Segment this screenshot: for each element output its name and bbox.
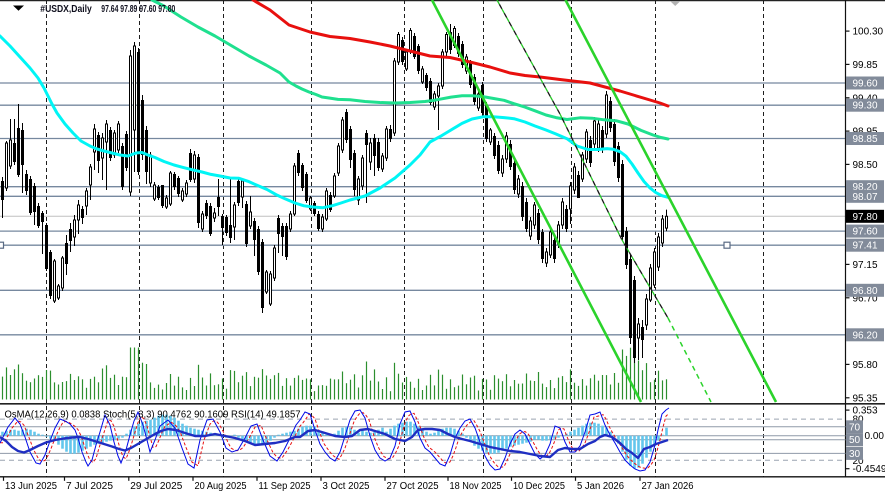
svg-text:97.60: 97.60 [853, 227, 878, 238]
svg-text:97.80: 97.80 [853, 212, 878, 223]
svg-text:20: 20 [853, 456, 865, 467]
svg-text:99.85: 99.85 [853, 60, 878, 71]
svg-text:96.70: 96.70 [853, 293, 878, 304]
svg-text:7 Jul 2025: 7 Jul 2025 [66, 481, 113, 492]
svg-text:95.80: 95.80 [853, 360, 878, 371]
svg-text:27 Oct 2025: 27 Oct 2025 [387, 481, 439, 492]
svg-text:99.30: 99.30 [853, 101, 878, 112]
svg-text:#USDX,Daily: #USDX,Daily [40, 4, 92, 15]
svg-text:0.353: 0.353 [853, 406, 878, 417]
svg-text:13 Jun 2025: 13 Jun 2025 [5, 481, 57, 492]
svg-text:96.80: 96.80 [853, 286, 878, 297]
svg-text:98.50: 98.50 [853, 160, 878, 171]
svg-text:3 Oct 2025: 3 Oct 2025 [323, 481, 370, 492]
svg-text:70: 70 [849, 422, 861, 433]
svg-text:96.20: 96.20 [853, 330, 878, 341]
svg-text:97.64 97.89 97.60 97.80: 97.64 97.89 97.60 97.80 [101, 4, 175, 15]
svg-text:20 Aug 2025: 20 Aug 2025 [195, 481, 247, 492]
svg-text:5 Jan 2026: 5 Jan 2026 [577, 481, 624, 492]
svg-text:100.30: 100.30 [853, 27, 884, 38]
svg-text:0.00: 0.00 [865, 431, 885, 442]
svg-text:99.60: 99.60 [853, 79, 878, 90]
svg-text:30: 30 [849, 449, 861, 460]
svg-text:OsMA(12,26,9) 0.0838 Stoch(5,: OsMA(12,26,9) 0.0838 Stoch(5,3,3) 90.476… [5, 410, 301, 421]
svg-text:18 Nov 2025: 18 Nov 2025 [450, 481, 502, 492]
svg-text:50: 50 [849, 435, 861, 446]
svg-text:95.35: 95.35 [853, 393, 878, 404]
svg-text:11 Sep 2025: 11 Sep 2025 [259, 481, 311, 492]
svg-text:97.15: 97.15 [853, 260, 878, 271]
svg-text:-0.4549: -0.4549 [853, 464, 885, 475]
svg-text:10 Dec 2025: 10 Dec 2025 [513, 481, 565, 492]
svg-text:98.07: 98.07 [853, 192, 878, 203]
svg-text:27 Jan 2026: 27 Jan 2026 [642, 481, 694, 492]
svg-text:80: 80 [853, 415, 865, 426]
svg-text:98.85: 98.85 [853, 134, 878, 145]
svg-text:98.20: 98.20 [853, 182, 878, 193]
svg-text:29 Jul 2025: 29 Jul 2025 [130, 481, 182, 492]
svg-text:97.41: 97.41 [853, 241, 878, 252]
